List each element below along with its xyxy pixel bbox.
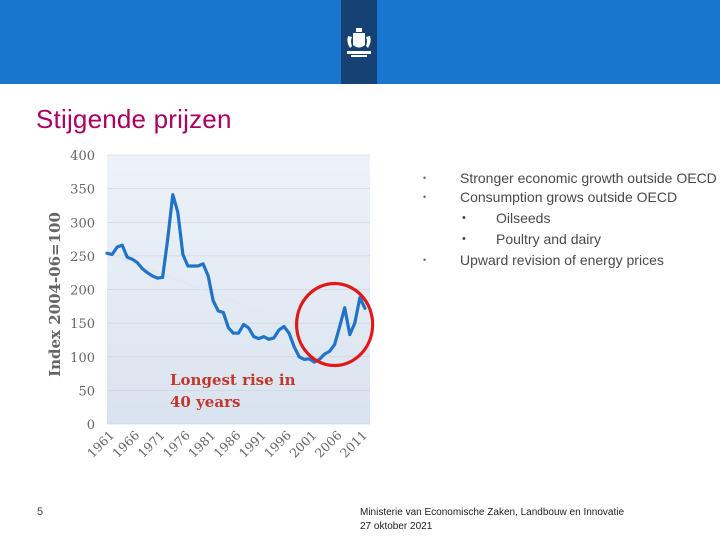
x-tick-label: 1966	[109, 427, 142, 460]
food-price-chart: 0 50 100 150 200 250 300 350 400 Index 2004-06=10…	[46, 149, 375, 461]
sub-bullet-text: Poultry and dairy	[496, 231, 602, 247]
bullet-text: Upward revision of energy prices	[460, 252, 664, 268]
y-tick-label: 0	[87, 418, 95, 433]
bullet-list: • Stronger economic growth outside OECD •…	[420, 170, 720, 271]
trend-line	[106, 252, 366, 353]
coat-of-arms-icon	[347, 28, 371, 57]
series-line	[105, 193, 367, 364]
bullet-text: Consumption grows outside OECD	[460, 189, 678, 205]
bullet-item: • Consumption grows outside OECD	[420, 189, 720, 206]
bullet-icon: •	[423, 255, 427, 265]
sub-bullet-item: • Oilseeds	[420, 210, 720, 227]
footer: Ministerie van Economische Zaken, Landbo…	[360, 506, 624, 534]
government-logo	[341, 0, 377, 84]
x-tick-label: 2011	[337, 428, 370, 461]
x-tick-label: 1986	[210, 427, 243, 460]
y-tick-label: 350	[70, 183, 95, 198]
x-tick-label: 1996	[261, 427, 294, 460]
sub-bullet-text: Oilseeds	[496, 210, 551, 226]
footer-date: 27 oktober 2021	[360, 521, 433, 532]
bullet-icon: •	[462, 212, 466, 224]
annotation-line-1: Longest rise in	[170, 371, 296, 389]
bullet-item: • Upward revision of energy prices	[420, 252, 720, 269]
y-tick-label: 50	[78, 384, 95, 399]
y-tick-label: 100	[70, 351, 95, 366]
bullet-icon: •	[462, 233, 466, 245]
x-tick-label: 1981	[185, 428, 218, 461]
x-tick-label: 2006	[312, 427, 345, 460]
y-tick-label: 300	[70, 216, 95, 231]
page-number: 5	[37, 506, 44, 518]
y-tick-label: 200	[70, 284, 95, 299]
y-tick-label: 150	[70, 317, 95, 332]
slide-title: Stijgende prijzen	[36, 104, 232, 134]
x-tick-label: 1976	[160, 427, 193, 460]
bullet-icon: •	[423, 192, 427, 202]
highlight-circle	[294, 281, 375, 368]
annotation-line-2: 40 years	[170, 393, 240, 411]
x-tick-label: 1991	[236, 428, 269, 461]
x-tick-label: 2001	[286, 428, 319, 461]
sub-bullet-item: • Poultry and dairy	[420, 231, 720, 248]
footer-ministry: Ministerie van Economische Zaken, Landbo…	[360, 507, 625, 518]
y-tick-label: 250	[70, 250, 95, 265]
y-axis-label: Index 2004-06=100	[46, 212, 64, 377]
x-tick-label: 1971	[135, 428, 168, 461]
bullet-item: • Stronger economic growth outside OECD	[420, 170, 720, 187]
bullet-icon: •	[423, 173, 427, 183]
y-tick-label: 400	[70, 149, 95, 164]
bullet-text: Stronger economic growth outside OECD	[460, 170, 717, 186]
